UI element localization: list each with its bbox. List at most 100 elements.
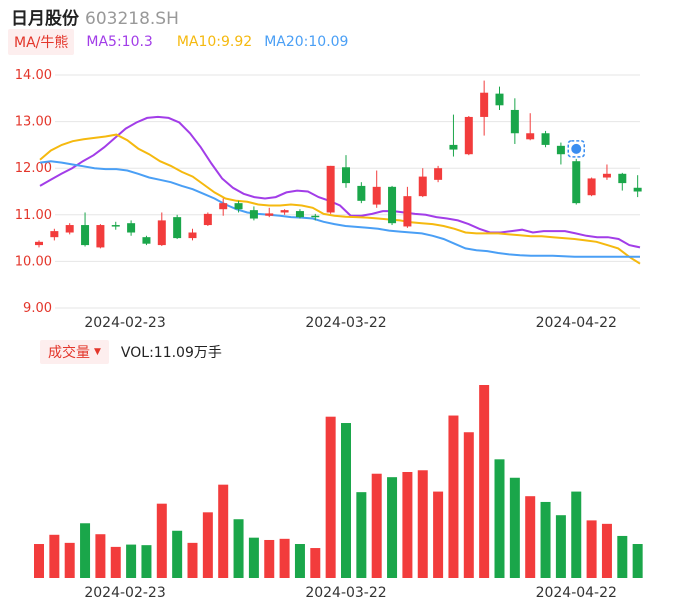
volume-bar	[402, 471, 413, 578]
volume-bar	[433, 491, 444, 578]
candle-body	[572, 161, 581, 204]
candle-body	[495, 93, 504, 106]
candle	[403, 186, 412, 228]
candle-body	[96, 225, 105, 248]
y-tick-label: 14.00	[15, 68, 52, 83]
candle	[280, 209, 289, 215]
candle	[572, 158, 581, 205]
candle-body	[157, 220, 166, 246]
candle	[526, 113, 535, 141]
ma10-line	[39, 133, 641, 265]
candle	[372, 170, 381, 208]
candle	[219, 198, 228, 216]
volume-bar	[632, 544, 643, 578]
volume-bar	[141, 545, 152, 578]
candle	[96, 224, 105, 249]
candle-body	[434, 168, 443, 180]
candle-body	[326, 165, 335, 213]
candle	[480, 80, 489, 136]
volume-bar	[80, 523, 91, 578]
candle	[188, 228, 197, 241]
candle	[173, 214, 182, 240]
candle	[357, 182, 366, 204]
ma5-line	[39, 115, 641, 249]
ma-legend: MA/牛熊 MA5:10.3 MA10:9.92 MA20:10.09	[8, 29, 348, 55]
candle-body	[541, 133, 550, 145]
volume-bar	[294, 544, 305, 578]
candle-body	[526, 133, 535, 140]
volume-bar	[601, 523, 612, 578]
candle	[127, 220, 136, 236]
ma5-label: MA5:10.3	[86, 34, 153, 50]
candle-body	[357, 185, 366, 201]
y-tick-label: 9.00	[23, 301, 52, 316]
x-tick-label: 2024-02-23	[84, 585, 165, 601]
ma20-line	[39, 160, 640, 258]
volume-bar	[264, 539, 275, 578]
volume-bar	[34, 544, 44, 578]
stock-code: 603218.SH	[85, 9, 179, 29]
candle-body	[265, 213, 274, 216]
candle	[495, 86, 504, 110]
volume-bar	[202, 512, 213, 578]
candle-body	[587, 178, 596, 196]
candle-body	[480, 92, 489, 117]
candle	[510, 98, 519, 144]
volume-bar	[356, 492, 367, 578]
candle	[50, 228, 59, 241]
volume-bar	[218, 484, 229, 578]
volume-bar	[310, 548, 321, 578]
volume-bar	[172, 530, 183, 578]
candle	[234, 200, 243, 213]
candle	[203, 212, 212, 226]
candle	[418, 168, 427, 198]
volume-bar	[64, 542, 75, 578]
volume-bar	[187, 542, 198, 578]
candle-body	[65, 225, 74, 233]
volume-bar	[156, 503, 167, 578]
volume-selector-label: 成交量	[48, 345, 90, 361]
volume-bar	[279, 538, 290, 578]
candle-body	[280, 210, 289, 213]
volume-legend: 成交量 ▼ VOL:11.09万手	[40, 340, 222, 364]
candle-body	[50, 231, 59, 238]
candle	[633, 175, 642, 198]
volume-bar	[95, 534, 106, 578]
candle-body	[403, 196, 412, 227]
ma-selector-button[interactable]: MA/牛熊	[8, 29, 75, 55]
volume-bar	[341, 423, 351, 578]
x-tick-label: 2024-04-22	[536, 315, 617, 331]
candle	[265, 207, 274, 218]
candle-body	[618, 173, 627, 184]
x-tick-label: 2024-02-23	[84, 315, 165, 331]
candle-body	[372, 186, 381, 205]
volume-bar	[325, 416, 336, 578]
ma20-label: MA20:10.09	[264, 34, 349, 50]
candle-body	[81, 225, 90, 246]
volume-selector-button[interactable]: 成交量 ▼	[40, 340, 109, 364]
candle-body	[219, 203, 228, 210]
candle-body	[602, 173, 611, 178]
volume-bar	[494, 459, 505, 578]
volume-bar	[525, 496, 536, 578]
volume-bar	[233, 519, 244, 578]
volume-bar	[479, 385, 490, 578]
candle	[249, 206, 258, 221]
candle-body	[188, 232, 197, 239]
y-tick-label: 12.00	[15, 161, 52, 176]
volume-bar	[248, 537, 259, 578]
candle	[618, 172, 627, 191]
candle	[556, 142, 565, 165]
candle-body	[142, 237, 151, 244]
candle-body	[173, 217, 182, 239]
x-tick-label: 2024-03-22	[305, 585, 386, 601]
ma10-label: MA10:9.92	[176, 34, 253, 50]
candle-body	[342, 167, 350, 184]
x-tick-label: 2024-03-22	[305, 315, 386, 331]
volume-bar	[417, 470, 428, 578]
volume-bar	[571, 491, 582, 578]
candle-body	[510, 109, 519, 134]
candle	[434, 165, 443, 183]
candle	[157, 212, 166, 247]
